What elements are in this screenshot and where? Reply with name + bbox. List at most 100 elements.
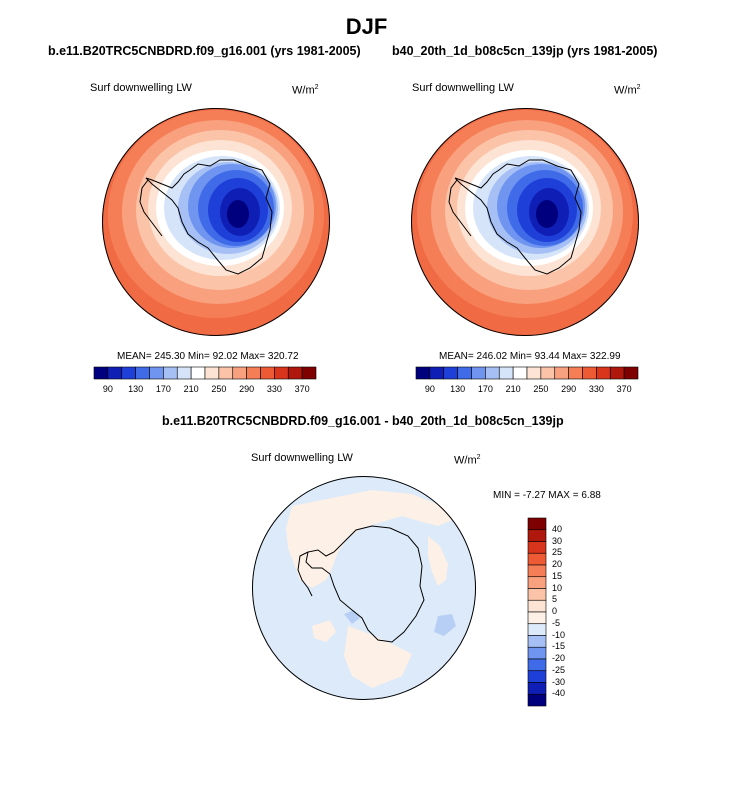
diff-positive-patch bbox=[312, 620, 336, 642]
colorbar-swatch bbox=[246, 366, 261, 380]
colorbar-tick-label: 5 bbox=[552, 594, 558, 605]
colorbar-swatch bbox=[527, 635, 547, 648]
diff-map bbox=[252, 476, 476, 700]
colorbar-tick-label: 0 bbox=[552, 606, 558, 616]
colorbar-swatch bbox=[107, 366, 123, 380]
panel2-title: b40_20th_1d_b08c5cn_139jp (yrs 1981-2005… bbox=[392, 44, 658, 58]
colorbar-tick-label: 210 bbox=[505, 384, 521, 394]
colorbar-swatch bbox=[135, 366, 150, 380]
colorbar-swatch bbox=[471, 366, 486, 380]
panel1-colorbar-ticks: 90 130 170 210 250 290 330 370 bbox=[94, 384, 316, 396]
colorbar-swatch bbox=[527, 588, 547, 601]
colorbar-swatch bbox=[623, 366, 639, 380]
panel1-map bbox=[102, 108, 330, 336]
colorbar-swatch bbox=[121, 366, 136, 380]
colorbar-swatch bbox=[527, 682, 547, 695]
panel1-title: b.e11.B20TRC5CNBDRD.f09_g16.001 (yrs 198… bbox=[48, 44, 361, 58]
colorbar-tick-label: 25 bbox=[552, 547, 563, 558]
colorbar-swatch bbox=[274, 366, 289, 380]
colorbar-tick-label: 170 bbox=[155, 384, 171, 394]
diff-positive-patch bbox=[428, 536, 448, 586]
colorbar-swatch bbox=[527, 576, 547, 589]
colorbar-swatch bbox=[163, 366, 178, 380]
colorbar-swatch bbox=[568, 366, 583, 380]
colorbar-tick-label: -30 bbox=[552, 676, 566, 687]
peninsula-coastline bbox=[139, 179, 163, 237]
colorbar-swatch bbox=[457, 366, 472, 380]
colorbar-swatch bbox=[540, 366, 556, 380]
colorbar-tick-label: 250 bbox=[533, 384, 549, 394]
colorbar-swatch bbox=[204, 366, 220, 380]
colorbar-tick-label: 90 bbox=[424, 384, 435, 394]
colorbar-swatch bbox=[527, 599, 547, 613]
panel2-map bbox=[411, 108, 639, 336]
colorbar-swatch bbox=[429, 366, 445, 380]
panel1-stats: MEAN= 245.30 Min= 92.02 Max= 320.72 bbox=[117, 351, 299, 362]
panel1-colorbar bbox=[93, 366, 317, 380]
colorbar-swatch bbox=[498, 366, 514, 380]
colorbar-tick-label: -5 bbox=[552, 617, 561, 628]
colorbar-tick-label: 10 bbox=[552, 582, 563, 593]
colorbar-swatch bbox=[527, 552, 547, 566]
colorbar-swatch bbox=[415, 366, 431, 380]
colorbar-tick-label: 330 bbox=[588, 384, 604, 394]
colorbar-swatch bbox=[527, 623, 547, 636]
south-america-tip bbox=[252, 541, 259, 547]
colorbar-tick-label: 290 bbox=[561, 384, 577, 394]
colorbar-tick-label: -15 bbox=[552, 641, 566, 652]
colorbar-tick-label: 250 bbox=[211, 384, 227, 394]
colorbar-tick-label: -20 bbox=[552, 653, 566, 663]
colorbar-tick-label: -10 bbox=[552, 629, 566, 640]
colorbar-swatch bbox=[527, 658, 547, 672]
colorbar-tick-label: -25 bbox=[552, 664, 566, 675]
diff-field-label: Surf downwelling LW bbox=[251, 452, 353, 464]
colorbar-tick-label: 90 bbox=[102, 384, 113, 394]
colorbar-swatch bbox=[527, 693, 547, 707]
colorbar-swatch bbox=[218, 366, 234, 380]
diff-colorbar-ticks: 40 30 25 20 15 10 5 0 -5 -10 -15 -20 -25 -30 -40 bbox=[552, 518, 592, 706]
diff-units: W/m2 bbox=[454, 454, 481, 467]
panel1-units: W/m2 bbox=[292, 84, 319, 97]
antarctica-coastline bbox=[145, 159, 273, 275]
map-frame bbox=[411, 108, 639, 336]
diff-negative-patch bbox=[434, 614, 456, 636]
map-band-90 bbox=[227, 200, 249, 228]
colorbar-tick-label: 370 bbox=[616, 384, 632, 394]
colorbar-swatch bbox=[232, 366, 247, 380]
colorbar-swatch bbox=[596, 366, 611, 380]
south-america-tip bbox=[411, 173, 416, 179]
south-america-tip bbox=[102, 173, 107, 179]
panel2-colorbar bbox=[415, 366, 639, 380]
diff-stats: MIN = -7.27 MAX = 6.88 bbox=[493, 490, 601, 501]
panel2-colorbar-ticks: 90 130 170 210 250 290 330 370 bbox=[416, 384, 638, 396]
colorbar-swatch bbox=[260, 366, 275, 380]
colorbar-swatch bbox=[526, 366, 542, 380]
page-title: DJF bbox=[345, 14, 388, 39]
colorbar-swatch bbox=[149, 366, 164, 380]
colorbar-tick-label: 130 bbox=[128, 384, 144, 394]
map-frame bbox=[102, 108, 330, 336]
antarctica-coastline bbox=[305, 525, 425, 643]
antarctica-coastline bbox=[454, 159, 582, 275]
map-frame bbox=[252, 476, 476, 700]
colorbar-swatch bbox=[485, 366, 500, 380]
colorbar-swatch bbox=[190, 366, 206, 380]
colorbar-tick-label: 15 bbox=[552, 570, 563, 581]
peninsula-coastline bbox=[448, 179, 472, 237]
colorbar-tick-label: 40 bbox=[552, 523, 563, 534]
colorbar-swatch bbox=[301, 366, 317, 380]
panel2-field-label: Surf downwelling LW bbox=[412, 82, 514, 94]
colorbar-swatch bbox=[93, 366, 109, 380]
colorbar-swatch bbox=[527, 529, 547, 542]
panel1-field-label: Surf downwelling LW bbox=[90, 82, 192, 94]
map-band-90 bbox=[536, 200, 558, 228]
colorbar-tick-label: 20 bbox=[552, 559, 563, 569]
colorbar-tick-label: -40 bbox=[552, 688, 566, 699]
colorbar-tick-label: 130 bbox=[450, 384, 466, 394]
colorbar-swatch bbox=[287, 366, 303, 380]
colorbar-swatch bbox=[609, 366, 625, 380]
diff-positive-patch bbox=[286, 490, 452, 588]
colorbar-tick-label: 370 bbox=[294, 384, 310, 394]
diff-positive-patch bbox=[344, 626, 412, 688]
colorbar-swatch bbox=[527, 611, 547, 625]
